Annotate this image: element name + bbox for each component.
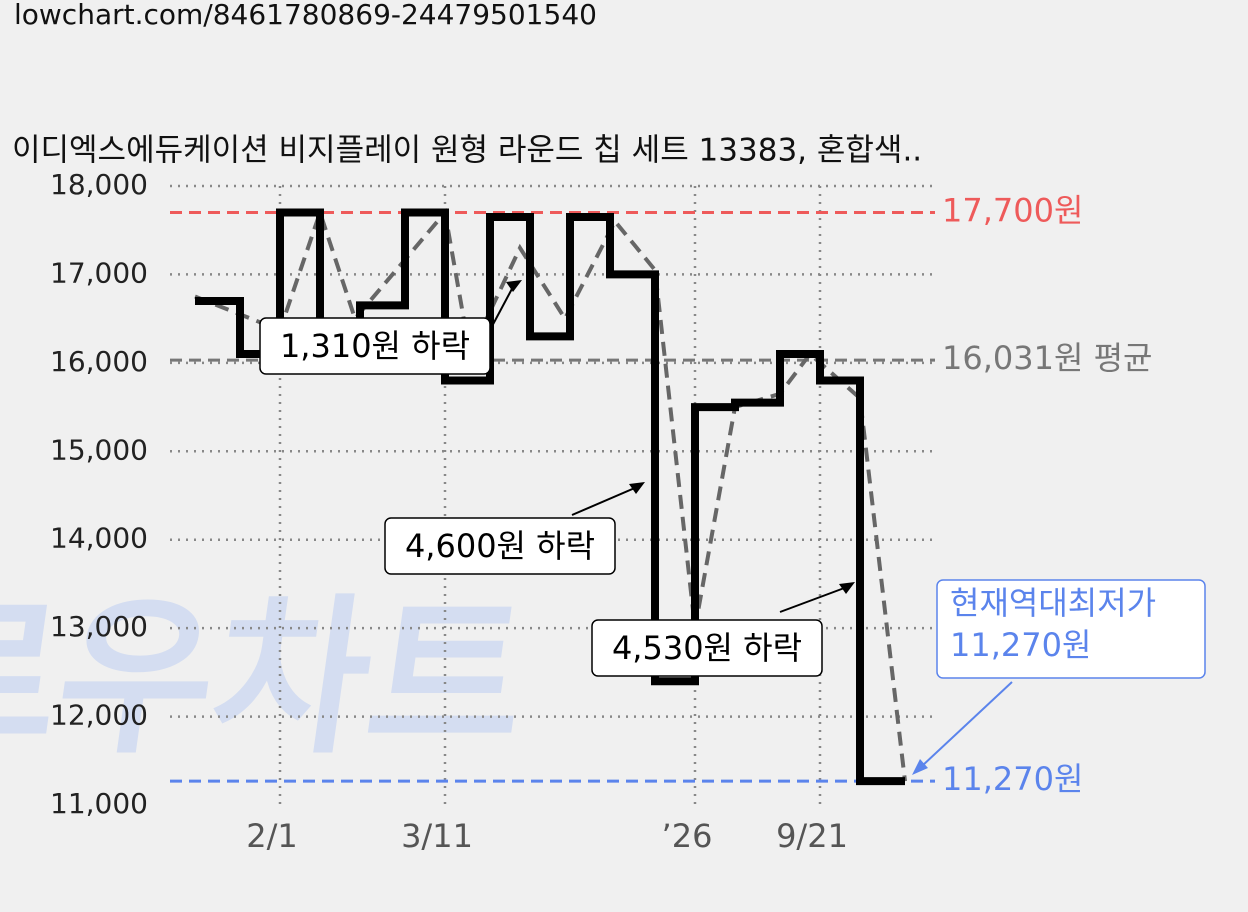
x-tick-label: 3/11: [401, 817, 473, 855]
low-note: 현재역대최저가: [950, 584, 1156, 622]
y-tick-label: 14,000: [50, 522, 148, 555]
arrow: [489, 284, 515, 331]
x-tick-label: 9/21: [776, 817, 848, 855]
annotation-box: [384, 517, 616, 575]
arrow-head: [839, 582, 855, 594]
reference-label: 11,270원: [942, 760, 1083, 798]
price-line: [194, 206, 907, 782]
annotation-box: [259, 317, 491, 375]
reference-label: 16,031원 평균: [942, 339, 1152, 377]
watermark: 로우차트: [0, 579, 539, 777]
y-tick-label: 16,000: [50, 345, 148, 378]
arrow-head: [912, 759, 928, 775]
y-tick-label: 12,000: [50, 699, 148, 732]
low-note-box: [936, 579, 1206, 679]
grid: 11,000 12,000 13,000 14,000 15,000 16,000 17,0…: [50, 168, 1152, 855]
y-tick-label: 13,000: [50, 610, 148, 643]
url: lowchart.com/8461780869-24479501540: [14, 0, 597, 31]
annotations: 1,310원 하락 4,600원 하락 4,530원 하락 현재역대최저가 11,270…: [259, 280, 1206, 775]
annotation: 1,310원 하락: [280, 327, 470, 365]
y-tick-label: 18,000: [50, 168, 148, 201]
y-tick-label: 11,000: [50, 787, 148, 820]
arrow-head: [506, 280, 522, 292]
x-tick-label: 2/1: [246, 817, 298, 855]
y-tick-label: 15,000: [50, 433, 148, 466]
arrow-head: [629, 482, 645, 494]
price-line: [195, 208, 905, 786]
plot: [194, 206, 907, 786]
annotation-box: [591, 619, 823, 677]
chart-title: 이디엑스에듀케이션 비지플레이 원형 라운드 칩 세트 13383, 혼합색..: [12, 133, 922, 169]
y-tick-label: 17,000: [50, 256, 148, 289]
low-note: 11,270원: [950, 626, 1091, 664]
annotation: 4,600원 하락: [405, 527, 595, 565]
x-tick-label: ’26: [662, 817, 713, 855]
reference-label: 17,700원: [942, 192, 1083, 230]
annotation: 4,530원 하락: [612, 629, 802, 667]
arrow: [571, 486, 638, 516]
arrow: [921, 681, 1013, 767]
arrow: [779, 586, 848, 613]
